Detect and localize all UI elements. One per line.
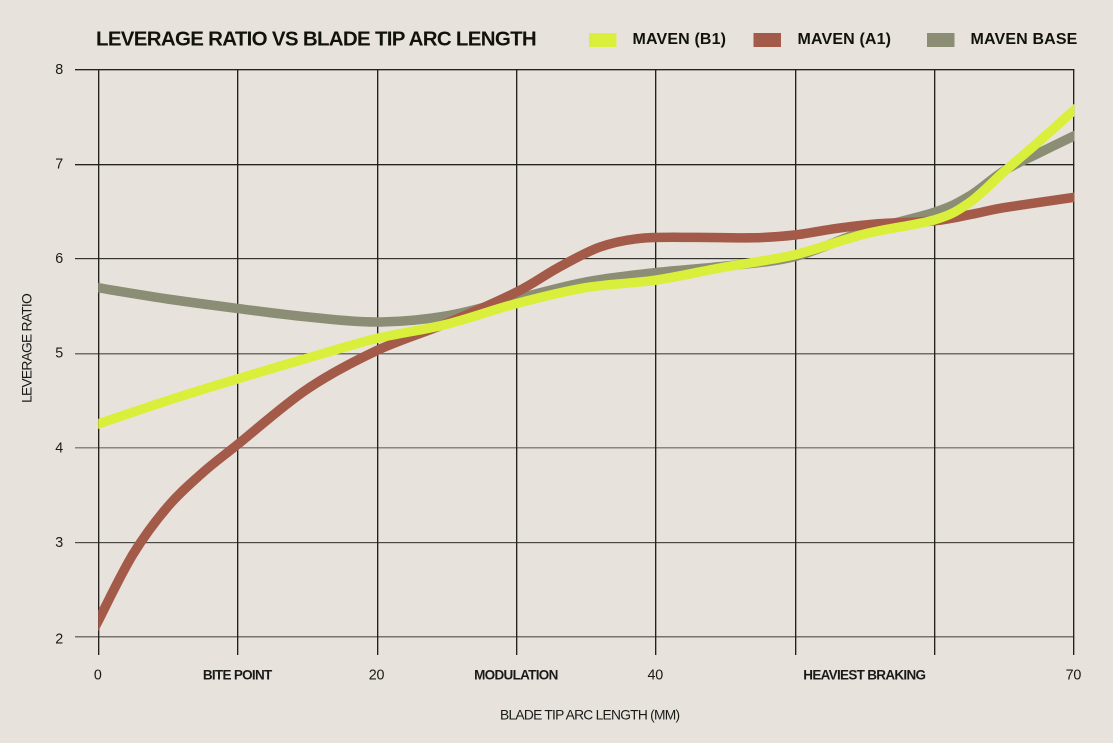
svg-text:5: 5	[55, 346, 63, 362]
svg-text:0: 0	[94, 668, 102, 684]
svg-text:BLADE TIP ARC LENGTH (MM): BLADE TIP ARC LENGTH (MM)	[500, 707, 679, 722]
svg-text:70: 70	[1066, 668, 1082, 684]
svg-text:2: 2	[55, 631, 63, 647]
svg-text:MODULATION: MODULATION	[474, 668, 558, 683]
svg-text:3: 3	[55, 535, 63, 551]
svg-text:MAVEN BASE: MAVEN BASE	[971, 31, 1078, 48]
svg-text:6: 6	[55, 251, 63, 267]
svg-text:LEVERAGE RATIO: LEVERAGE RATIO	[20, 293, 35, 403]
svg-text:LEVERAGE RATIO VS BLADE TIP AR: LEVERAGE RATIO VS BLADE TIP ARC LENGTH	[96, 28, 536, 51]
svg-text:40: 40	[648, 668, 664, 684]
svg-text:BITE POINT: BITE POINT	[203, 668, 273, 683]
svg-text:MAVEN (B1): MAVEN (B1)	[633, 31, 727, 48]
svg-text:MAVEN (A1): MAVEN (A1)	[798, 31, 892, 48]
svg-text:4: 4	[55, 440, 63, 456]
svg-text:20: 20	[369, 668, 385, 684]
svg-text:HEAVIEST BRAKING: HEAVIEST BRAKING	[803, 668, 925, 683]
svg-text:8: 8	[55, 62, 63, 78]
svg-text:7: 7	[55, 157, 63, 173]
